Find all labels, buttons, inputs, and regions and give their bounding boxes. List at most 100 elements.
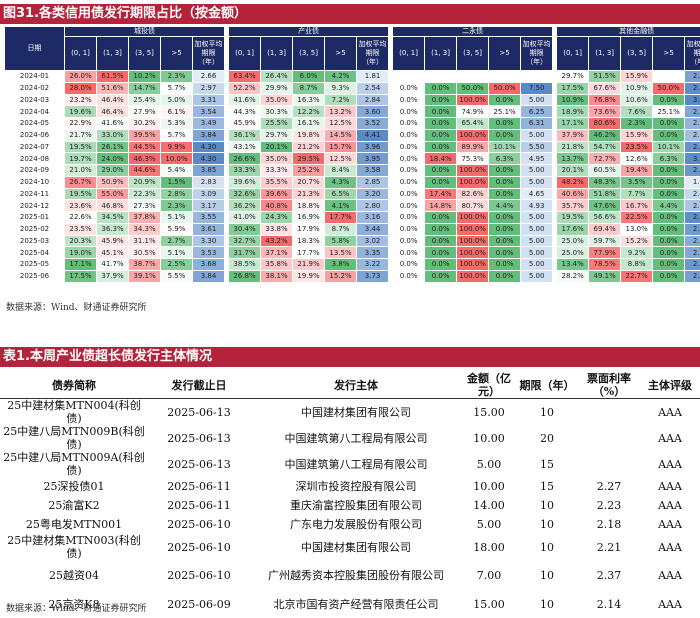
share-cell: 80.7% <box>456 199 490 212</box>
share-cell: 10.1% <box>652 140 686 154</box>
share-cell: 0.0% <box>392 152 426 165</box>
share-cell: 2.5% <box>160 258 193 271</box>
issuer-cell: 中国建筑第八工程局有限公司 <box>284 431 428 445</box>
share-cell: 0.0% <box>424 222 458 236</box>
share-cell: 80.6% <box>588 117 622 130</box>
bond-name-cell: 25京资K8 <box>48 598 100 612</box>
sub-header: 加权平均期限（年） <box>191 36 226 71</box>
term-cell: 10 <box>540 405 554 419</box>
avg-term-cell: 5.00 <box>520 93 554 107</box>
avg-term-cell: 2.83 <box>191 175 226 189</box>
term-cell: 10 <box>540 518 554 531</box>
sub-header: (0, 1] <box>556 36 590 71</box>
share-cell: 4.2% <box>324 70 358 83</box>
share-cell: 45.9% <box>228 117 262 130</box>
group-header: 其他金融债 <box>556 26 700 37</box>
share-cell: 4.3% <box>324 175 358 189</box>
avg-term-cell: 3.84 <box>191 269 226 283</box>
share-cell: 48.2% <box>556 175 590 189</box>
share-cell: 0.0% <box>424 105 458 118</box>
term-cell: 15 <box>540 457 554 471</box>
bond-name-cell: 25中建材集MTN004(科创债) <box>7 399 141 425</box>
share-cell: 0.0% <box>392 105 426 118</box>
bond-name-cell: 25深投债01 <box>43 480 105 493</box>
date-header: 日期 <box>4 26 65 71</box>
issuer-cell: 中国建材集团有限公司 <box>301 540 411 554</box>
bond-row: 25中建八局MTN009A(科创债) 2025-06-13 中国建筑第八工程局有限公… <box>0 451 700 477</box>
avg-term-cell: 2.74 <box>684 70 700 83</box>
share-cell: 29.7% <box>556 70 590 83</box>
avg-term-cell: 2.65 <box>684 246 700 259</box>
bond-column-header: 主体评级 <box>648 378 692 392</box>
share-cell: 100.0% <box>456 222 490 236</box>
avg-term-cell: 2.98 <box>684 81 700 95</box>
issuer-cell: 中国建筑第八工程局有限公司 <box>284 457 428 471</box>
amount-cell: 15.00 <box>473 405 505 419</box>
avg-term-cell: 3.31 <box>191 93 226 107</box>
share-cell: 19.5% <box>64 187 97 201</box>
share-cell: 30.5% <box>128 246 161 259</box>
bond-table: 债券简称 发行截止日 发行主体 金额（亿元） 期限（年） 票面利率（%） 主体评级 25中建… <box>0 372 700 618</box>
share-cell: 0.0% <box>488 222 522 236</box>
sub-header: 加权平均期限（年） <box>356 36 390 71</box>
table-row: 2024-04 19.6% 46.4% 27.9% 6.1% 3.54 44.3% 30.3%… <box>4 105 700 118</box>
sub-header: >5 <box>488 36 522 71</box>
bond-row: 25中建材集MTN003(科创债) 2025-06-10 中国建材集团有限公司 18.… <box>0 534 700 560</box>
avg-term-cell: 5.00 <box>520 246 554 259</box>
avg-term-cell: 5.00 <box>520 234 554 248</box>
share-cell: 89.9% <box>456 140 490 154</box>
share-cell: 35.7% <box>556 199 590 212</box>
date-cell: 2024-10 <box>4 175 65 189</box>
avg-term-cell: 2.54 <box>356 81 390 95</box>
share-cell: 0.0% <box>424 164 458 177</box>
table-row: 2024-05 22.9% 41.6% 30.2% 5.3% 3.49 45.9% 25.5%… <box>4 117 700 130</box>
share-cell: 6.5% <box>324 187 358 201</box>
share-cell: 51.5% <box>588 70 622 83</box>
share-cell: 15.2% <box>620 234 654 248</box>
table-row: 2025-01 22.6% 34.5% 37.8% 5.1% 3.55 41.0% 24.3%… <box>4 211 700 224</box>
sub-header: (0, 1] <box>228 36 262 71</box>
coupon-rate-cell: 2.23 <box>596 499 622 512</box>
date-cell: 2024-11 <box>4 187 65 201</box>
share-cell: 100.0% <box>456 234 490 248</box>
avg-term-cell: 3.16 <box>356 211 390 224</box>
term-cell: 15 <box>540 480 554 493</box>
share-cell: 18.4% <box>424 152 458 165</box>
rating-cell: AAA <box>658 499 682 512</box>
share-cell: 0.0% <box>652 222 686 236</box>
share-cell: 78.5% <box>588 258 622 271</box>
share-cell: 0.0% <box>488 117 522 130</box>
share-cell: 15.9% <box>620 70 654 83</box>
share-cell: 27.9% <box>128 105 161 118</box>
share-cell: 44.3% <box>228 105 262 118</box>
share-cell: 29.0% <box>96 164 129 177</box>
share-cell: 23.5% <box>64 222 97 236</box>
share-cell: 82.6% <box>456 187 490 201</box>
bond-row: 25京资K8 2025-06-09 北京市国有资产经营有限责任公司 15.00 10 2.… <box>0 590 700 618</box>
sub-header: 加权平均期限（年） <box>684 36 700 71</box>
share-cell: 100.0% <box>456 175 490 189</box>
coupon-rate-cell <box>578 451 640 477</box>
date-cell: 2025-02 <box>4 222 65 236</box>
avg-term-cell: 3.53 <box>191 246 226 259</box>
sub-header: (3, 5] <box>620 36 654 71</box>
amount-cell: 5.00 <box>476 457 502 471</box>
avg-term-cell: 3.60 <box>356 105 390 118</box>
share-cell: 19.9% <box>292 269 326 283</box>
share-cell: 59.7% <box>588 234 622 248</box>
share-cell: 34.3% <box>128 222 161 236</box>
date-cell: 2024-02 <box>4 81 65 95</box>
issue-deadline-cell: 2025-06-09 <box>167 598 231 612</box>
share-cell: 41.0% <box>228 211 262 224</box>
share-cell: 43.1% <box>228 140 262 154</box>
avg-term-cell: 5.00 <box>520 222 554 236</box>
share-cell: 17.4% <box>424 187 458 201</box>
share-cell: 37.8% <box>128 211 161 224</box>
share-cell: 72.7% <box>588 152 622 165</box>
term-cell: 10 <box>540 568 554 582</box>
table-title: 表1.本周产业债超长债发行主体情况 <box>0 347 700 367</box>
issue-deadline-cell: 2025-06-10 <box>167 518 231 531</box>
avg-term-cell: 5.00 <box>520 128 554 142</box>
share-cell: 20.1% <box>260 140 294 154</box>
share-cell: 30.4% <box>228 222 262 236</box>
